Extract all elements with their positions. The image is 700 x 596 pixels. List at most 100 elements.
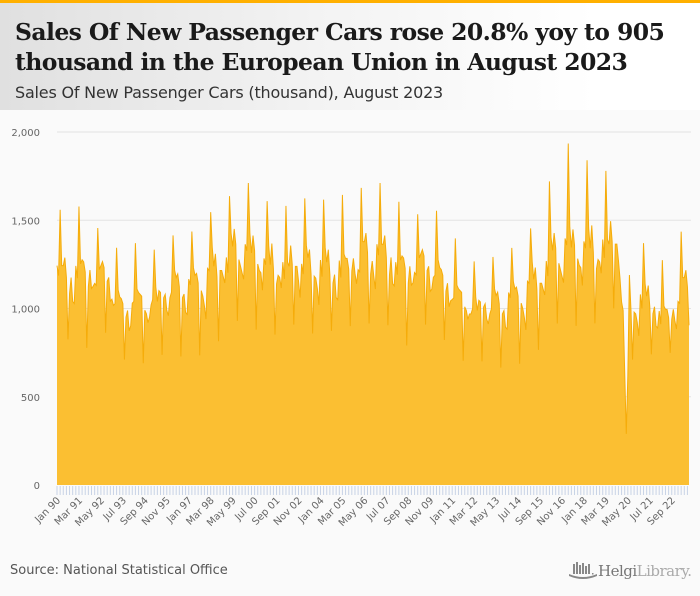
y-axis-labels: 0 500 1,000 1,500 2,000 <box>11 128 40 492</box>
x-tick-mark <box>134 486 136 495</box>
x-tick-mark <box>567 486 569 495</box>
x-tick-mark <box>401 486 403 495</box>
x-tick-mark <box>614 486 616 495</box>
x-tick-mark <box>238 486 240 495</box>
x-tick-mark <box>436 486 438 495</box>
x-tick-mark <box>163 486 165 495</box>
x-tick-mark <box>363 486 365 495</box>
x-tick-mark <box>680 486 682 495</box>
x-tick-mark <box>505 486 507 495</box>
x-tick-mark <box>545 486 547 495</box>
helgi-library-logo[interactable]: Helgi Library. <box>568 560 692 582</box>
x-tick-mark <box>72 486 74 495</box>
x-tick-mark <box>219 486 221 495</box>
x-tick-mark <box>414 486 416 495</box>
x-tick-mark <box>87 486 89 495</box>
chart-header: Sales Of New Passenger Cars rose 20.8% y… <box>0 3 700 110</box>
x-tick-mark <box>147 486 149 495</box>
x-tick-mark <box>539 486 541 495</box>
x-tick-mark <box>605 486 607 495</box>
x-tick-mark <box>683 486 685 495</box>
x-tick-mark <box>210 486 212 495</box>
x-tick-mark <box>197 486 199 495</box>
page-title: Sales Of New Passenger Cars rose 20.8% y… <box>15 18 665 76</box>
x-tick-mark <box>266 486 268 495</box>
x-tick-mark <box>166 486 168 495</box>
x-tick-mark <box>75 486 77 495</box>
x-tick-mark <box>388 486 390 495</box>
x-tick-mark <box>370 486 372 495</box>
x-tick-mark <box>175 486 177 495</box>
x-tick-mark <box>65 486 67 495</box>
logo-text-helgi: Helgi <box>598 562 637 580</box>
x-axis-tick-marks <box>56 486 688 495</box>
x-tick-mark <box>558 486 560 495</box>
x-tick-mark <box>564 486 566 495</box>
x-tick-mark <box>310 486 312 495</box>
x-tick-mark <box>646 486 648 495</box>
x-tick-mark <box>272 486 274 495</box>
x-tick-mark <box>207 486 209 495</box>
x-tick-mark <box>367 486 369 495</box>
x-tick-mark <box>432 486 434 495</box>
x-tick-mark <box>392 486 394 495</box>
x-tick-mark <box>150 486 152 495</box>
x-tick-mark <box>69 486 71 495</box>
x-tick-mark <box>316 486 318 495</box>
x-tick-mark <box>144 486 146 495</box>
x-tick-mark <box>116 486 118 495</box>
x-tick-mark <box>617 486 619 495</box>
x-tick-mark <box>442 486 444 495</box>
x-tick-mark <box>276 486 278 495</box>
x-tick-mark <box>282 486 284 495</box>
x-tick-mark <box>338 486 340 495</box>
x-tick-mark <box>523 486 525 495</box>
x-tick-mark <box>611 486 613 495</box>
x-tick-mark <box>304 486 306 495</box>
x-tick-mark <box>533 486 535 495</box>
x-tick-mark <box>348 486 350 495</box>
x-tick-mark <box>241 486 243 495</box>
x-tick-mark <box>621 486 623 495</box>
x-tick-mark <box>395 486 397 495</box>
x-tick-mark <box>91 486 93 495</box>
x-tick-mark <box>84 486 86 495</box>
x-tick-mark <box>109 486 111 495</box>
x-tick-mark <box>138 486 140 495</box>
x-tick-mark <box>213 486 215 495</box>
x-tick-mark <box>188 486 190 495</box>
x-tick-mark <box>526 486 528 495</box>
x-tick-mark <box>498 486 500 495</box>
x-tick-mark <box>125 486 127 495</box>
x-tick-mark <box>658 486 660 495</box>
x-tick-mark <box>664 486 666 495</box>
x-tick-mark <box>661 486 663 495</box>
x-tick-mark <box>479 486 481 495</box>
x-tick-mark <box>448 486 450 495</box>
x-tick-mark <box>351 486 353 495</box>
x-tick-mark <box>244 486 246 495</box>
x-tick-mark <box>360 486 362 495</box>
x-tick-mark <box>323 486 325 495</box>
x-tick-mark <box>495 486 497 495</box>
x-tick-mark <box>307 486 309 495</box>
x-tick-mark <box>595 486 597 495</box>
x-tick-mark <box>81 486 83 495</box>
x-tick-mark <box>536 486 538 495</box>
x-tick-mark <box>445 486 447 495</box>
x-tick-mark <box>577 486 579 495</box>
x-tick-mark <box>385 486 387 495</box>
x-tick-mark <box>335 486 337 495</box>
x-tick-mark <box>420 486 422 495</box>
x-tick-mark <box>586 486 588 495</box>
x-tick-mark <box>511 486 513 495</box>
x-tick-mark <box>508 486 510 495</box>
accent-top-bar <box>0 0 700 3</box>
x-tick-mark <box>589 486 591 495</box>
y-tick-label: 1,500 <box>11 216 40 227</box>
chart-subtitle: Sales Of New Passenger Cars (thousand), … <box>15 83 444 102</box>
x-tick-mark <box>288 486 290 495</box>
x-tick-mark <box>216 486 218 495</box>
x-tick-mark <box>269 486 271 495</box>
